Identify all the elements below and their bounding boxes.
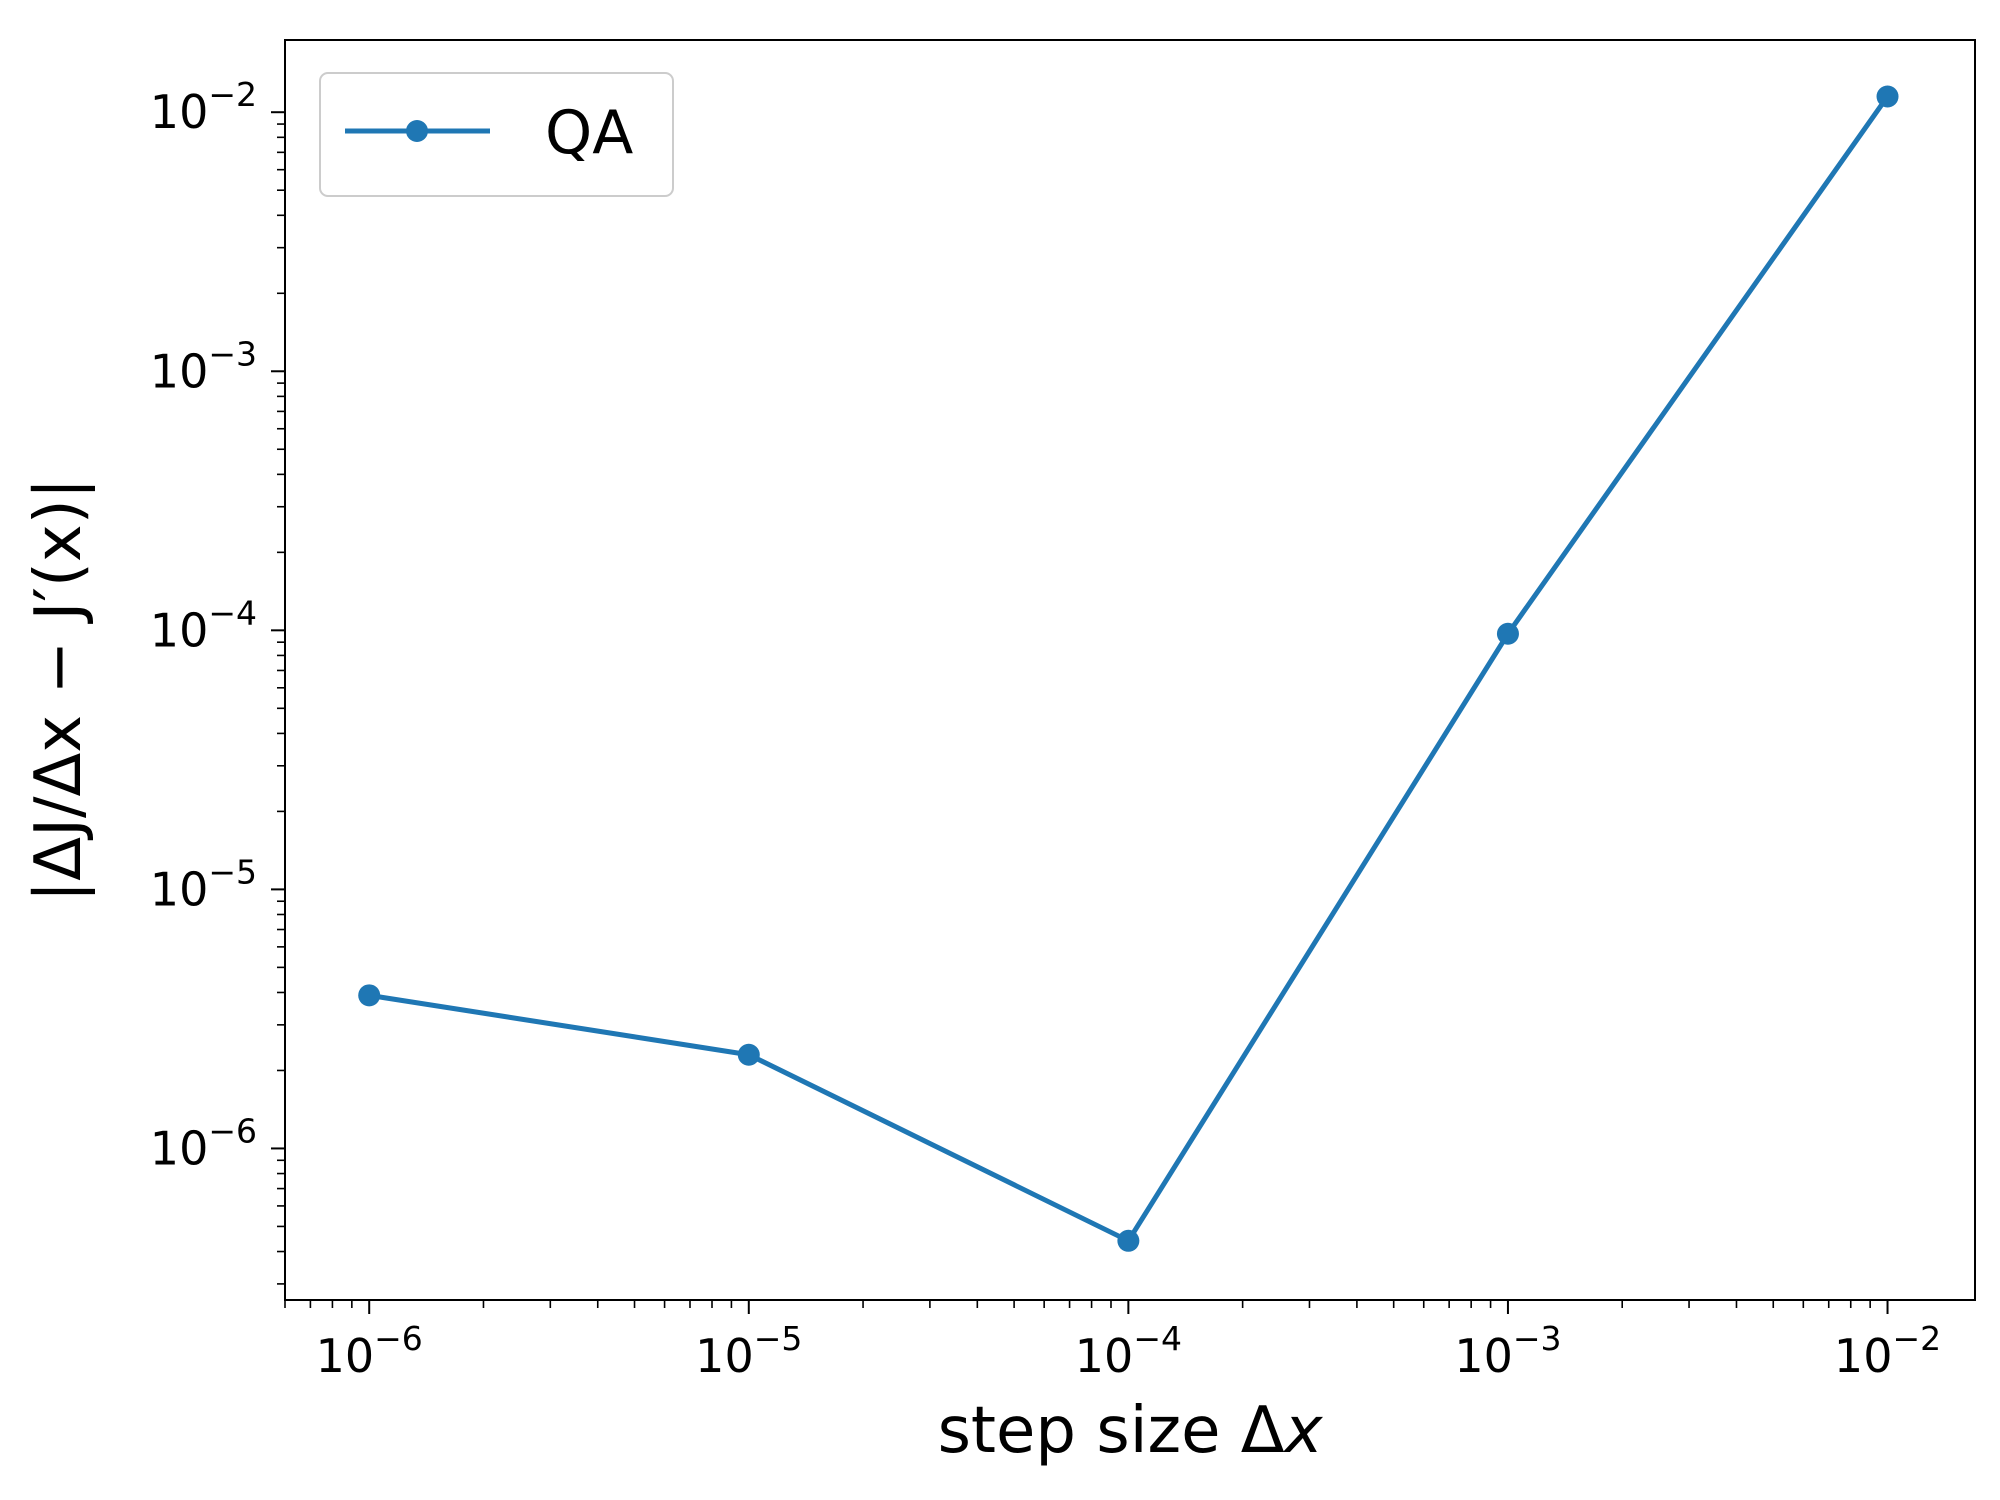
x-tick-label-exp: −4 [1133,1319,1182,1358]
x-tick-label: 10−6 [316,1319,423,1383]
y-tick-label-exp: −2 [208,75,257,114]
data-point [1496,622,1519,645]
y-tick-label: 10−6 [150,1111,257,1175]
y-tick-label-base: 10 [150,344,209,398]
y-tick-label-base: 10 [150,1121,209,1175]
y-axis-label: |ΔJ/Δx − J′(x)| [22,478,96,903]
x-axis-label-text: step size Δ [938,1394,1285,1468]
y-tick-label: 10−2 [150,75,257,139]
legend-marker-swatch [406,120,428,142]
data-point [358,984,381,1007]
data-point [737,1043,760,1066]
legend: QA [319,72,674,197]
series-layer [358,85,1899,1252]
x-tick-label: 10−5 [695,1319,802,1383]
y-axis-ticks: 10−610−510−410−310−2 [150,75,285,1285]
y-tick-label-base: 10 [150,862,209,916]
x-tick-label-exp: −6 [374,1319,423,1358]
y-tick-label-exp: −3 [208,334,257,373]
x-tick-label-exp: −5 [754,1319,803,1358]
x-tick-label-base: 10 [1075,1329,1134,1383]
x-tick-label: 10−4 [1075,1319,1182,1383]
x-tick-label-base: 10 [1454,1329,1513,1383]
x-tick-label-base: 10 [1834,1329,1893,1383]
x-tick-label: 10−2 [1834,1319,1941,1383]
y-tick-label: 10−4 [150,593,257,657]
y-tick-label-base: 10 [150,603,209,657]
x-tick-label-base: 10 [695,1329,754,1383]
axes-frame [284,39,1976,1301]
x-tick-label: 10−3 [1454,1319,1561,1383]
y-tick-label-exp: −5 [208,852,257,891]
data-point [1876,85,1899,108]
y-tick-label-exp: −4 [208,593,257,632]
y-tick-label-base: 10 [150,85,209,139]
data-point [1117,1229,1140,1252]
x-axis-label: step size Δx [938,1394,1324,1468]
x-tick-label-base: 10 [316,1329,375,1383]
legend-box [319,72,674,197]
y-tick-label-exp: −6 [208,1111,257,1150]
x-tick-label-exp: −3 [1513,1319,1562,1358]
legend-entry-qa: QA [545,98,633,168]
x-tick-label-exp: −2 [1892,1319,1941,1358]
y-tick-label: 10−5 [150,852,257,916]
y-tick-label: 10−3 [150,334,257,398]
x-axis-label-var: x [1283,1394,1324,1468]
x-axis-ticks: 10−6 10−5 10−4 10−3 10−2 [284,1300,1941,1383]
